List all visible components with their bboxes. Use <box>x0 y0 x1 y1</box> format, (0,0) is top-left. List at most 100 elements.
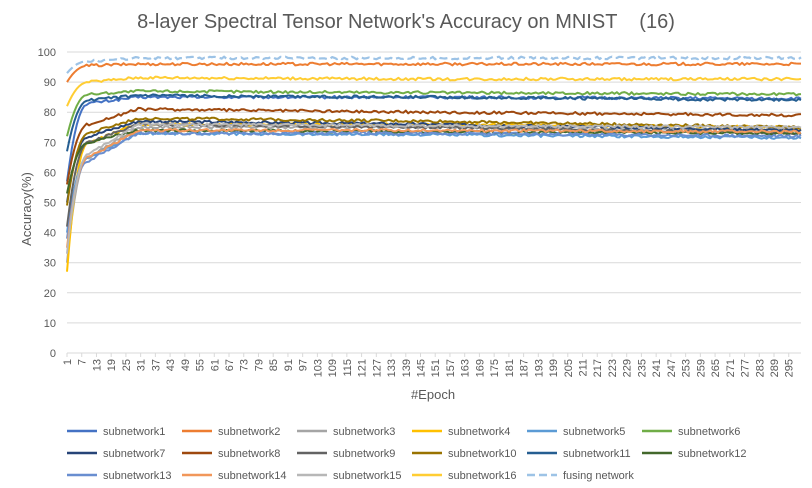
series-line-subnetwork13 <box>66 130 802 239</box>
x-axis-label: #Epoch <box>411 387 455 402</box>
series-line-subnetwork5 <box>66 131 802 233</box>
series-lines <box>66 55 802 272</box>
x-tick-label: 145 <box>415 359 427 377</box>
series-line-subnetwork2 <box>66 61 801 83</box>
gridlines <box>67 51 801 324</box>
x-tick-label: 265 <box>710 359 722 377</box>
x-tick-label: 229 <box>622 359 634 377</box>
chart-title: 8-layer Spectral Tensor Network's Accura… <box>137 11 675 33</box>
x-tick-label: 49 <box>180 359 192 371</box>
x-tick-label: 223 <box>607 359 619 377</box>
x-tick-label: 103 <box>312 359 324 377</box>
legend-label: subnetwork9 <box>333 448 395 460</box>
x-tick-label: 163 <box>460 359 472 377</box>
x-tick-label: 157 <box>445 359 457 377</box>
legend-label: subnetwork13 <box>103 470 172 482</box>
y-tick-label: 90 <box>44 77 56 89</box>
x-tick-label: 109 <box>327 359 339 377</box>
y-tick-label: 40 <box>44 228 56 240</box>
y-tick-label: 30 <box>44 258 56 270</box>
series-line-subnetwork8 <box>66 106 802 185</box>
x-tick-label: 193 <box>533 359 545 377</box>
y-axis-label: Accuracy(%) <box>19 172 34 246</box>
x-tick-label: 277 <box>740 359 752 377</box>
x-tick-label: 271 <box>725 359 737 377</box>
x-tick-label: 295 <box>784 359 796 377</box>
x-tick-label: 61 <box>209 359 221 371</box>
legend-label: fusing network <box>563 470 634 482</box>
y-tick-label: 100 <box>38 47 56 59</box>
x-tick-label: 151 <box>430 359 442 377</box>
y-axis-ticks: 0 10 20 30 40 50 60 70 80 90 100 <box>38 47 56 360</box>
series-line-subnetwork1 <box>66 94 802 182</box>
x-tick-label: 181 <box>504 359 516 377</box>
series-line-subnetwork3 <box>66 124 802 263</box>
y-tick-label: 60 <box>44 167 56 179</box>
x-axis-ticks: 1 7 13 19 25 31 37 43 49 55 61 67 73 79 85 91 97 103 109 11… <box>62 353 796 377</box>
x-tick-label: 55 <box>195 359 207 371</box>
legend-label: subnetwork14 <box>218 470 287 482</box>
series-line-subnetwork16 <box>66 75 802 107</box>
y-tick-label: 50 <box>44 198 56 210</box>
x-tick-label: 175 <box>489 359 501 377</box>
x-tick-label: 199 <box>548 359 560 377</box>
x-tick-label: 127 <box>371 359 383 377</box>
x-tick-label: 31 <box>136 359 148 371</box>
x-tick-label: 169 <box>474 359 486 377</box>
x-tick-label: 19 <box>106 359 118 371</box>
x-tick-label: 67 <box>224 359 236 371</box>
x-tick-label: 79 <box>253 359 265 371</box>
x-tick-label: 7 <box>77 359 89 365</box>
x-tick-label: 73 <box>239 359 251 371</box>
y-tick-label: 10 <box>44 318 56 330</box>
legend-label: subnetwork12 <box>678 448 747 460</box>
x-tick-label: 97 <box>298 359 310 371</box>
x-tick-label: 43 <box>165 359 177 371</box>
legend-label: subnetwork7 <box>103 448 165 460</box>
legend-label: subnetwork2 <box>218 426 280 438</box>
series-line-subnetwork12 <box>66 128 802 194</box>
x-tick-label: 259 <box>695 359 707 377</box>
legend-label: subnetwork5 <box>563 426 625 438</box>
legend-label: subnetwork6 <box>678 426 740 438</box>
legend-label: subnetwork3 <box>333 426 395 438</box>
legend-label: subnetwork11 <box>563 448 631 460</box>
x-tick-label: 13 <box>91 359 103 371</box>
x-tick-label: 283 <box>754 359 766 377</box>
legend-label: subnetwork4 <box>448 426 510 438</box>
x-tick-label: 37 <box>150 359 162 371</box>
x-tick-label: 241 <box>651 359 663 377</box>
legend-label: subnetwork1 <box>103 426 165 438</box>
x-tick-label: 91 <box>283 359 295 371</box>
x-tick-label: 187 <box>519 359 531 377</box>
x-tick-label: 139 <box>401 359 413 377</box>
x-tick-label: 211 <box>578 359 590 377</box>
x-tick-label: 121 <box>357 359 369 377</box>
series-line-subnetwork4 <box>66 121 802 272</box>
legend-label: subnetwork8 <box>218 448 280 460</box>
y-tick-label: 20 <box>44 288 56 300</box>
legend-label: subnetwork16 <box>448 470 517 482</box>
x-tick-label: 1 <box>62 359 74 365</box>
series-line-subnetwork14 <box>66 127 802 248</box>
x-tick-label: 235 <box>636 359 648 377</box>
x-tick-label: 253 <box>681 359 693 377</box>
y-tick-label: 70 <box>44 137 56 149</box>
x-tick-label: 133 <box>386 359 398 377</box>
x-tick-label: 289 <box>769 359 781 377</box>
series-line-subnetwork15 <box>66 122 802 254</box>
series-line-subnetwork11 <box>66 93 802 152</box>
legend-label: subnetwork10 <box>448 448 517 460</box>
y-tick-label: 80 <box>44 107 56 119</box>
x-tick-label: 115 <box>342 359 354 377</box>
series-line-fusing-network <box>66 55 802 74</box>
x-tick-label: 85 <box>268 359 280 371</box>
x-tick-label: 205 <box>563 359 575 377</box>
series-line-subnetwork6 <box>66 89 802 137</box>
x-tick-label: 25 <box>121 359 133 371</box>
y-tick-label: 0 <box>50 348 56 360</box>
legend-label: subnetwork15 <box>333 470 402 482</box>
legend: subnetwork1 subnetwork2 subnetwork3 subnetw… <box>67 426 747 482</box>
series-line-subnetwork9 <box>66 122 802 227</box>
